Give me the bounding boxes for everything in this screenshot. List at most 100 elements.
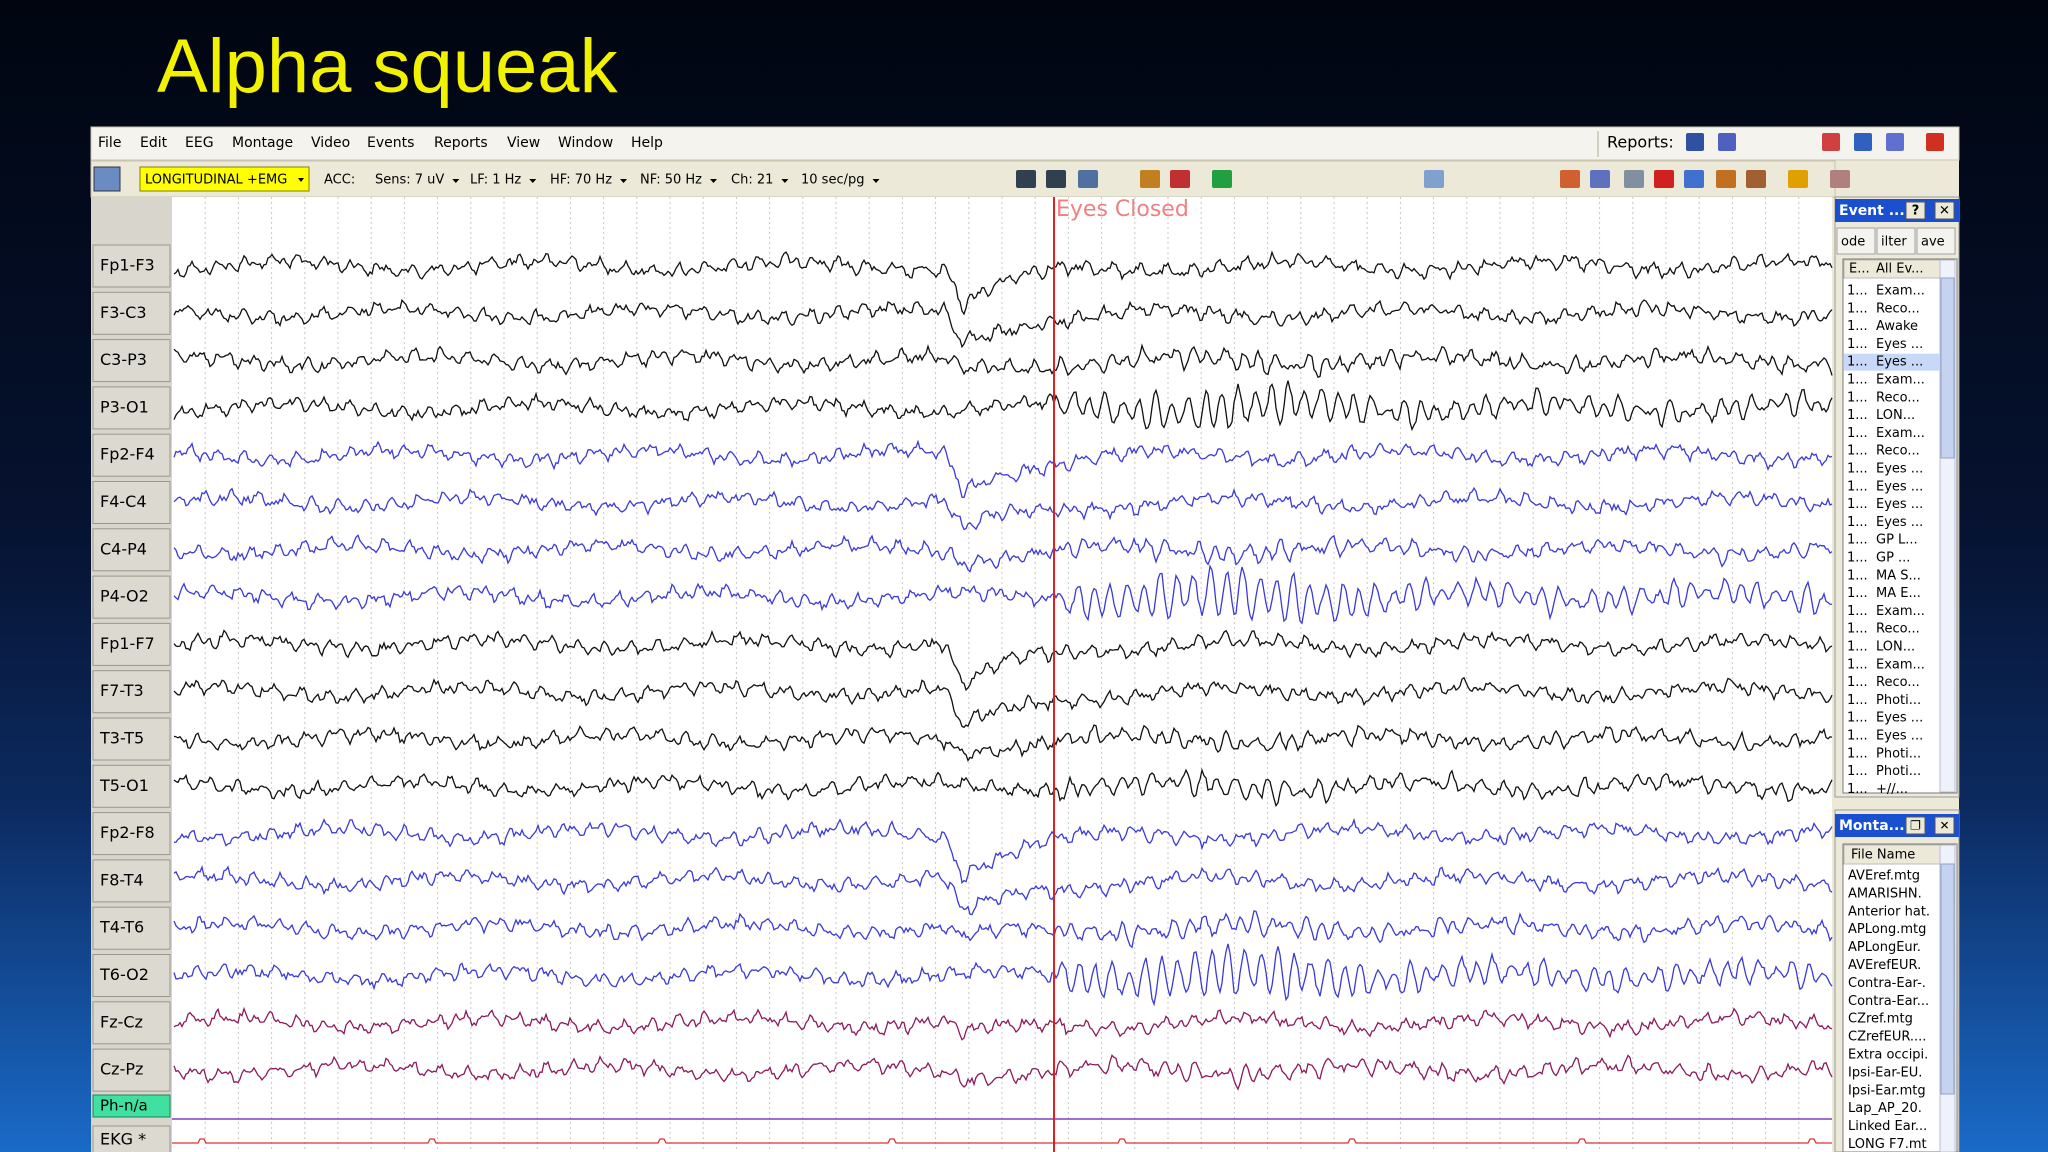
event-index[interactable]: 1... xyxy=(1847,426,1868,441)
event-index[interactable]: 1... xyxy=(1847,782,1868,797)
montage-file[interactable]: Ipsi-Ear-EU. xyxy=(1848,1065,1922,1080)
toolbar-field[interactable]: 10 sec/pg xyxy=(801,173,864,188)
montage-file[interactable]: Anterior hat. xyxy=(1848,904,1930,919)
toolbar-icon[interactable] xyxy=(1560,170,1580,188)
event-index[interactable]: 1... xyxy=(1847,640,1868,655)
toolbar-icon[interactable] xyxy=(1170,170,1190,188)
event-name[interactable]: Eyes ... xyxy=(1876,729,1923,744)
channel-label-box[interactable] xyxy=(92,339,171,383)
toolbar-icon[interactable] xyxy=(1746,170,1766,188)
event-name[interactable]: Exam... xyxy=(1876,284,1925,299)
montage-file[interactable]: AMARISHN. xyxy=(1848,886,1922,901)
event-name[interactable]: Eyes ... xyxy=(1876,462,1923,477)
channel-label-box[interactable] xyxy=(92,575,171,619)
toolbar-field[interactable]: LF: 1 Hz xyxy=(470,173,521,188)
toolbar-icon[interactable] xyxy=(1140,170,1160,188)
channel-label-box[interactable] xyxy=(92,1125,171,1152)
event-name[interactable]: Exam... xyxy=(1876,657,1925,672)
channel-label-box[interactable] xyxy=(92,717,171,761)
toolbar-icon[interactable] xyxy=(1886,133,1904,151)
event-name[interactable]: GP L... xyxy=(1876,533,1918,548)
montage-file[interactable]: Ipsi-Ear.mtg xyxy=(1848,1083,1926,1098)
event-name[interactable]: Awake xyxy=(1876,319,1918,334)
event-name[interactable]: Eyes ... xyxy=(1876,515,1923,530)
event-index[interactable]: 1... xyxy=(1847,568,1868,583)
toolbar-icon[interactable] xyxy=(1830,170,1850,188)
event-index[interactable]: 1... xyxy=(1847,729,1868,744)
menu-item[interactable]: Reports xyxy=(434,135,488,151)
montage-file[interactable]: Contra-Ear-. xyxy=(1848,976,1926,991)
panel-button[interactable] xyxy=(1905,816,1926,835)
event-index[interactable]: 1... xyxy=(1847,479,1868,494)
panel-button[interactable] xyxy=(1934,816,1955,835)
toolbar-field[interactable]: Ch: 21 xyxy=(731,173,773,188)
toolbar-icon[interactable] xyxy=(1078,170,1098,188)
montage-file[interactable]: LONG F7.mt xyxy=(1848,1137,1927,1152)
toolbar-icon[interactable] xyxy=(1624,170,1644,188)
channel-label-box[interactable] xyxy=(92,1048,171,1092)
toolbar-icon[interactable] xyxy=(1854,133,1872,151)
event-name[interactable]: Reco... xyxy=(1876,301,1920,316)
montage-file[interactable]: AVErefEUR. xyxy=(1848,958,1921,973)
panel-button[interactable] xyxy=(1905,201,1926,220)
channel-label-box[interactable] xyxy=(92,954,171,997)
panel-tool-button[interactable] xyxy=(1916,227,1956,255)
event-index[interactable]: 1... xyxy=(1847,408,1868,423)
toolbar-icon[interactable] xyxy=(1212,170,1232,188)
channel-label-box[interactable] xyxy=(92,433,171,477)
montage-file[interactable]: APLongEur. xyxy=(1848,940,1921,955)
event-index[interactable]: 1... xyxy=(1847,711,1868,726)
event-index[interactable]: 1... xyxy=(1847,533,1868,548)
event-name[interactable]: Photi... xyxy=(1876,746,1921,761)
event-index[interactable]: 1... xyxy=(1847,764,1868,779)
menu-item[interactable]: Montage xyxy=(232,135,293,151)
channel-label-box[interactable] xyxy=(92,670,171,714)
event-index[interactable]: 1... xyxy=(1847,657,1868,672)
event-index[interactable]: 1... xyxy=(1847,693,1868,708)
event-index[interactable]: 1... xyxy=(1847,675,1868,690)
menu-item[interactable]: Window xyxy=(558,135,613,151)
event-name[interactable]: Photi... xyxy=(1876,693,1921,708)
channel-label-box[interactable] xyxy=(92,1094,171,1118)
event-name[interactable]: Exam... xyxy=(1876,426,1925,441)
channel-label-box[interactable] xyxy=(92,1001,171,1045)
event-index[interactable]: 1... xyxy=(1847,604,1868,619)
channel-label-box[interactable] xyxy=(92,386,171,430)
menu-item[interactable]: Events xyxy=(367,135,414,151)
toolbar-icon[interactable] xyxy=(1424,170,1444,188)
panel-tool-button[interactable] xyxy=(1876,227,1916,255)
event-index[interactable]: 1... xyxy=(1847,355,1868,370)
event-index[interactable]: 1... xyxy=(1847,373,1868,388)
toolbar-field[interactable]: ACC: xyxy=(324,173,355,188)
montage-file[interactable]: Extra occipi. xyxy=(1848,1048,1928,1063)
channel-label-box[interactable] xyxy=(92,812,171,856)
scroll-thumb[interactable] xyxy=(1940,277,1955,459)
channel-label-box[interactable] xyxy=(92,481,171,524)
montage-file[interactable]: Lap_AP_20. xyxy=(1848,1101,1922,1116)
event-name[interactable]: Reco... xyxy=(1876,444,1920,459)
event-index[interactable]: 1... xyxy=(1847,284,1868,299)
channel-label-box[interactable] xyxy=(92,291,171,335)
app-icon[interactable] xyxy=(93,166,121,192)
montage-file[interactable]: CZref.mtg xyxy=(1848,1012,1913,1027)
toolbar-icon[interactable] xyxy=(1716,170,1736,188)
toolbar-icon[interactable] xyxy=(1590,170,1610,188)
toolbar-icon[interactable] xyxy=(1686,133,1704,151)
menu-item[interactable]: File xyxy=(98,135,121,151)
event-name[interactable]: Eyes ... xyxy=(1876,355,1923,370)
channel-label-box[interactable] xyxy=(92,622,171,666)
montage-file[interactable]: Contra-Ear... xyxy=(1848,994,1929,1009)
toolbar-icon[interactable] xyxy=(1926,133,1944,151)
event-index[interactable]: 1... xyxy=(1847,497,1868,512)
event-index[interactable]: 1... xyxy=(1847,337,1868,352)
event-name[interactable]: Eyes ... xyxy=(1876,711,1923,726)
event-index[interactable]: 1... xyxy=(1847,301,1868,316)
toolbar-field[interactable]: HF: 70 Hz xyxy=(550,173,612,188)
event-name[interactable]: MA E... xyxy=(1876,586,1921,601)
montage-file[interactable]: CZrefEUR.... xyxy=(1848,1030,1926,1045)
event-index[interactable]: 1... xyxy=(1847,586,1868,601)
channel-label-box[interactable] xyxy=(92,764,171,808)
event-index[interactable]: 1... xyxy=(1847,319,1868,334)
panel-button[interactable] xyxy=(1934,201,1955,220)
scroll-thumb[interactable] xyxy=(1940,863,1955,1095)
